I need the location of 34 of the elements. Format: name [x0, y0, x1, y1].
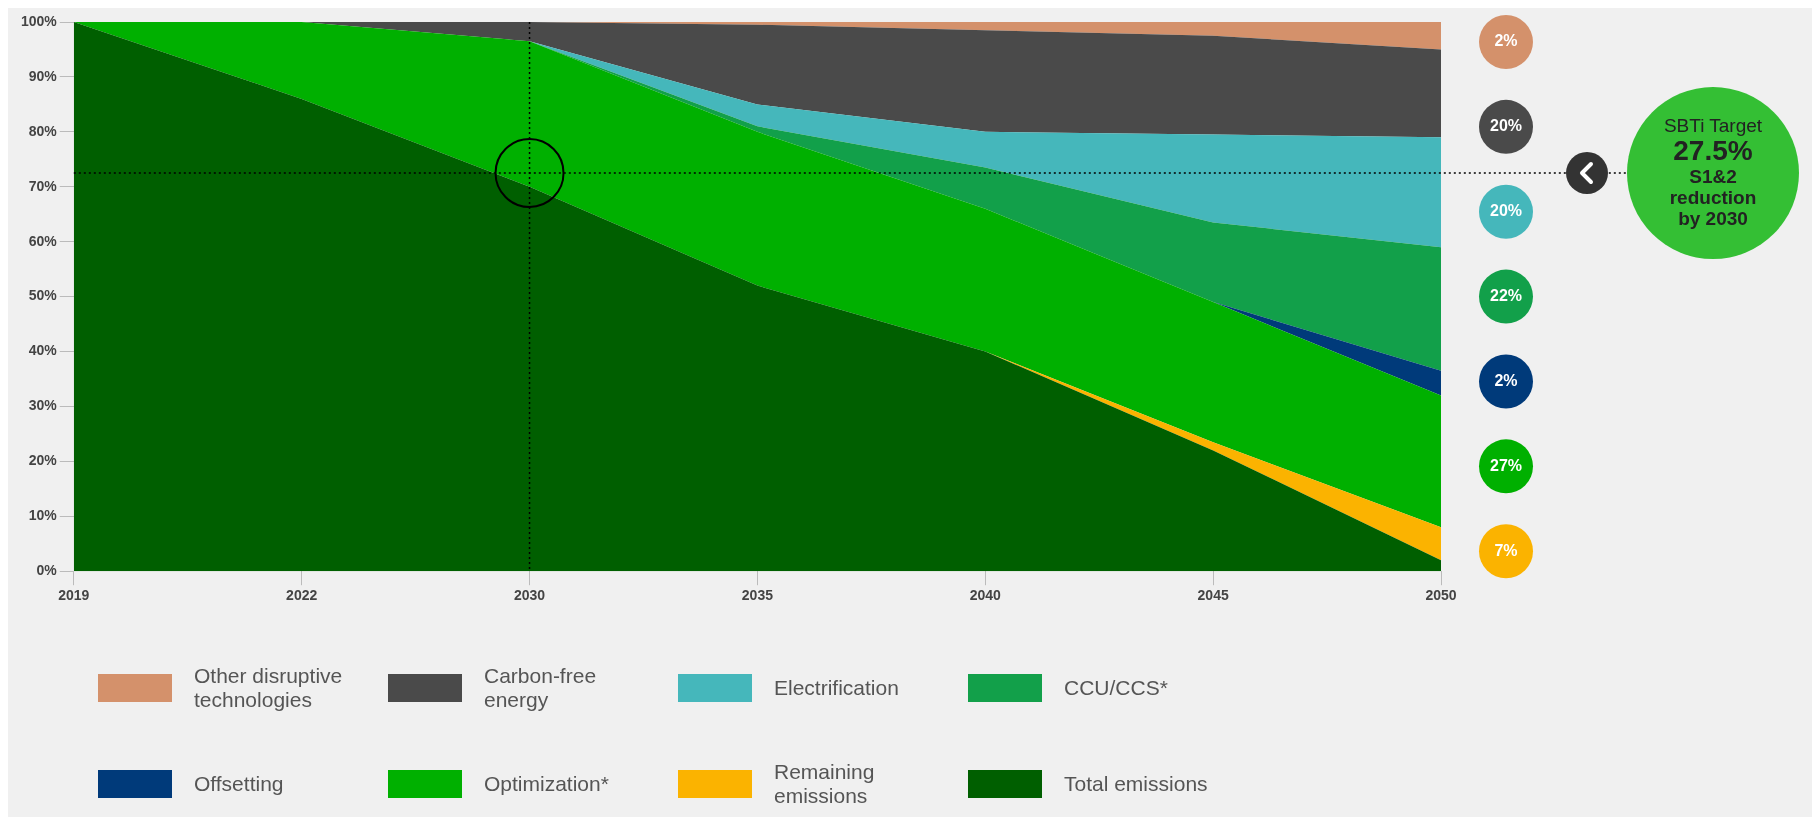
y-tick-label: 100%	[20, 12, 58, 29]
x-tick-label: 2022	[286, 587, 318, 604]
legend-label: Carbon-free energy	[484, 664, 598, 712]
y-tick-label: 90%	[28, 67, 58, 84]
x-tick-label: 2050	[1425, 587, 1457, 604]
annotation: 20%	[1489, 202, 1523, 220]
y-tick-label: 0%	[36, 562, 58, 579]
y-tick-label: 70%	[28, 177, 58, 194]
legend-label: Remaining emissions	[774, 760, 876, 808]
legend-label: Other disruptive technologies	[194, 664, 344, 712]
legend-label: Total emissions	[1064, 772, 1208, 796]
y-tick-label: 80%	[28, 122, 58, 139]
legend-label: Electrification	[774, 676, 899, 700]
legend-label: Offsetting	[194, 772, 284, 796]
y-tick-label: 30%	[28, 397, 58, 414]
y-tick-label: 50%	[28, 287, 58, 304]
annotation: 20%	[1489, 117, 1523, 135]
x-tick-label: 2019	[58, 587, 90, 604]
legend-label: Optimization*	[484, 772, 609, 796]
ref-line-label: SBTi Target 27.5% S1&2 reduction by 2030	[1663, 114, 1763, 229]
y-tick-label: 40%	[28, 342, 58, 359]
annotation: 22%	[1489, 287, 1523, 305]
y-tick-label: 20%	[28, 452, 58, 469]
x-tick-label: 2035	[741, 587, 774, 604]
y-tick-label: 60%	[28, 232, 58, 249]
annotation: 7%	[1494, 541, 1518, 559]
annotation: 2%	[1494, 371, 1518, 389]
x-tick-label: 2045	[1197, 587, 1229, 604]
annotation: 2%	[1494, 32, 1518, 50]
annotation: 27%	[1489, 456, 1523, 474]
y-tick-label: 10%	[28, 507, 58, 524]
x-tick-label: 2030	[513, 587, 546, 604]
x-tick-label: 2040	[969, 587, 1002, 604]
legend-label: CCU/CCS*	[1064, 676, 1168, 700]
